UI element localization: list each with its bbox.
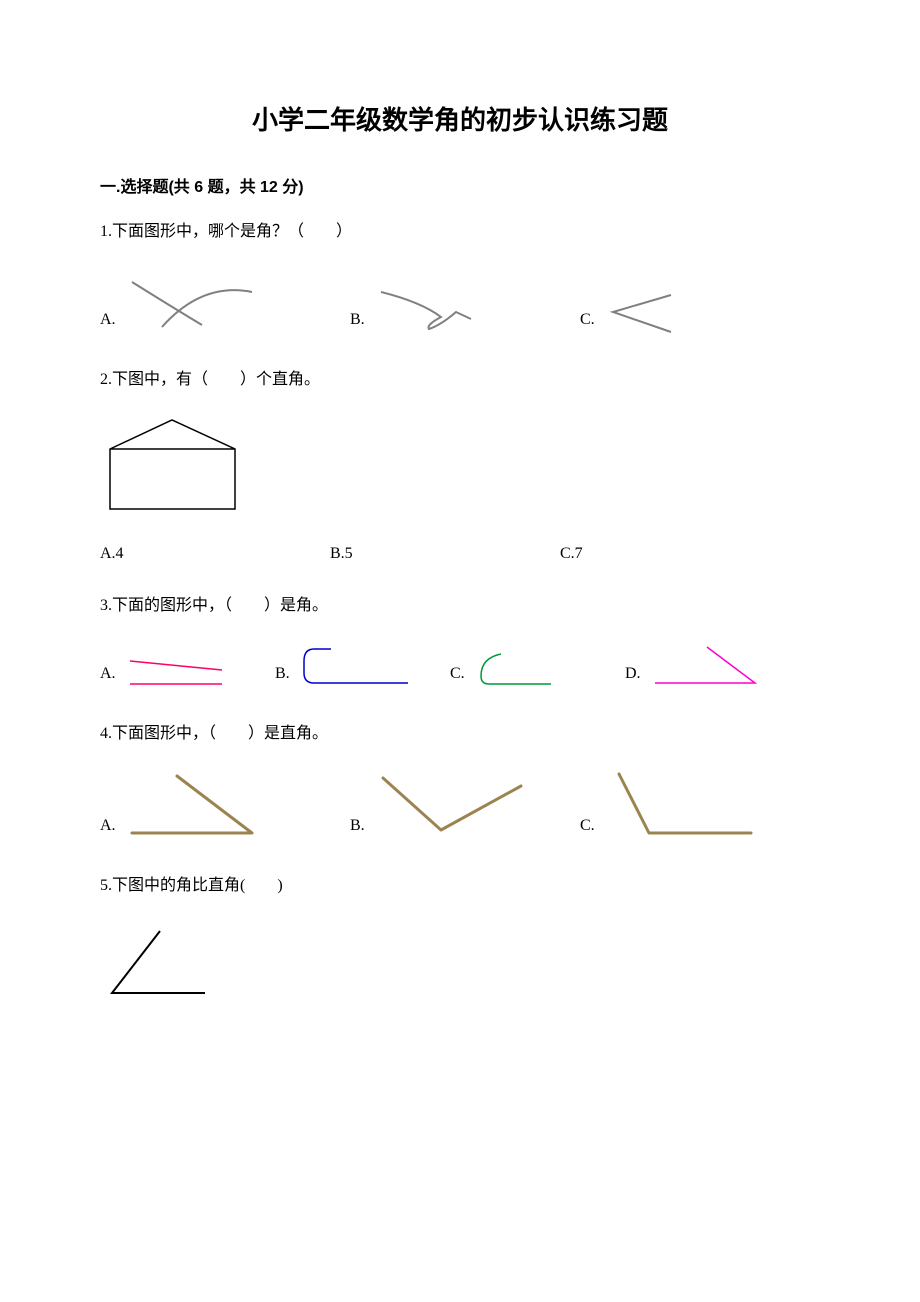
question-4-text: 4.下面图形中，（ ）是直角。 — [100, 721, 820, 747]
q3-opt-b-label: B. — [275, 665, 290, 691]
q3-opt-d-label: D. — [625, 665, 641, 691]
q1-option-c: C. — [580, 287, 681, 337]
q3-diagram-d — [647, 641, 767, 691]
section-header: 一.选择题(共 6 题，共 12 分) — [100, 173, 820, 197]
q1-diagram-c — [601, 287, 681, 337]
q4-option-c: C. — [580, 768, 761, 843]
page-title: 小学二年级数学角的初步认识练习题 — [100, 100, 820, 137]
q4-diagram-a — [122, 768, 272, 843]
question-5-text: 5.下图中的角比直角( ) — [100, 873, 820, 899]
q1-diagram-b — [371, 277, 481, 337]
q2-diagram — [100, 414, 250, 519]
question-2-options: A.4 B.5 C.7 — [100, 545, 820, 563]
q1-opt-c-label: C. — [580, 311, 595, 337]
q3-diagram-b — [296, 641, 416, 691]
q2-option-b: B.5 — [330, 545, 560, 563]
question-1-text: 1.下面图形中，哪个是角？（ ） — [100, 219, 820, 245]
q4-opt-a-label: A. — [100, 817, 116, 843]
q3-option-d: D. — [625, 641, 767, 691]
question-3-text: 3.下面的图形中，（ ）是角。 — [100, 593, 820, 619]
question-1-options: A. B. C. — [100, 267, 820, 337]
q1-option-a: A. — [100, 267, 350, 337]
question-2-text: 2.下图中，有（ ）个直角。 — [100, 367, 820, 393]
q3-option-b: B. — [275, 641, 450, 691]
q3-option-c: C. — [450, 646, 625, 691]
q4-diagram-b — [371, 768, 531, 843]
q2-option-c: C.7 — [560, 545, 583, 563]
q5-diagram — [100, 921, 215, 1006]
q4-opt-b-label: B. — [350, 817, 365, 843]
question-2-figure — [100, 414, 820, 519]
q3-option-a: A. — [100, 646, 275, 691]
question-3-options: A. B. C. D. — [100, 641, 820, 691]
q3-opt-c-label: C. — [450, 665, 465, 691]
q1-diagram-a — [122, 267, 262, 337]
q4-option-b: B. — [350, 768, 580, 843]
q1-opt-b-label: B. — [350, 311, 365, 337]
q4-option-a: A. — [100, 768, 350, 843]
page: 小学二年级数学角的初步认识练习题 一.选择题(共 6 题，共 12 分) 1.下… — [0, 0, 920, 1092]
q3-diagram-c — [471, 646, 561, 691]
q2-option-a: A.4 — [100, 545, 330, 563]
q4-diagram-c — [601, 768, 761, 843]
question-4-options: A. B. C. — [100, 768, 820, 843]
q3-opt-a-label: A. — [100, 665, 116, 691]
q1-option-b: B. — [350, 277, 580, 337]
q4-opt-c-label: C. — [580, 817, 595, 843]
question-5-figure — [100, 921, 820, 1006]
q1-opt-a-label: A. — [100, 311, 116, 337]
q3-diagram-a — [122, 646, 232, 691]
